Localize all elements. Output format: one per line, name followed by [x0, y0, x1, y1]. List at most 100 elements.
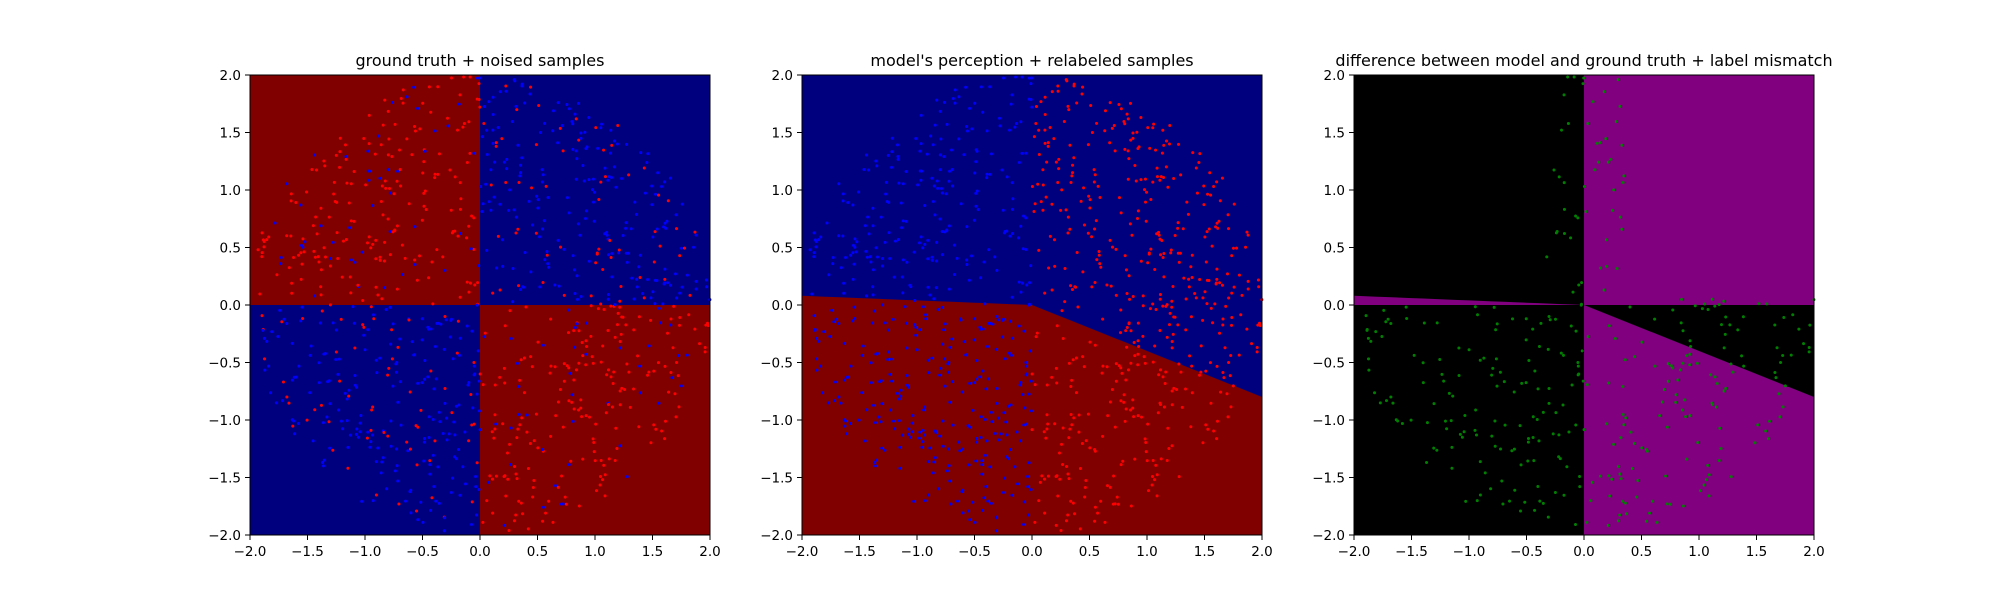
data-point [988, 172, 992, 176]
data-point [815, 368, 819, 372]
data-point [267, 235, 271, 239]
data-point [575, 322, 579, 326]
data-point [1167, 446, 1171, 450]
data-point [974, 459, 978, 463]
data-point [888, 256, 892, 260]
data-point [1141, 304, 1145, 308]
data-point [595, 252, 599, 256]
data-point [674, 213, 678, 217]
data-point [415, 509, 419, 513]
mismatch-region [1354, 295, 1584, 305]
data-point [299, 277, 303, 281]
data-point [1184, 328, 1188, 332]
data-point [875, 164, 879, 168]
data-point [315, 232, 319, 236]
data-point [1061, 463, 1065, 467]
x-tick-label: 1.0 [584, 544, 605, 560]
data-point [938, 434, 942, 438]
data-point [1212, 429, 1216, 433]
data-point [624, 226, 628, 230]
data-point [1581, 379, 1585, 383]
data-point [678, 254, 682, 258]
data-point [356, 283, 360, 287]
data-point [439, 322, 443, 326]
data-point [423, 377, 427, 381]
data-point [437, 501, 441, 505]
data-point [366, 149, 370, 153]
data-point [1552, 168, 1556, 172]
data-point [898, 445, 902, 449]
data-point [423, 437, 427, 441]
data-point [1558, 457, 1562, 461]
data-point [516, 227, 520, 231]
data-point [1125, 292, 1129, 296]
data-point [841, 199, 845, 203]
data-point [519, 163, 523, 167]
data-point [371, 499, 375, 503]
data-point [494, 422, 498, 426]
data-point [933, 456, 937, 460]
data-point [1060, 309, 1064, 313]
x-tick-label: 2.0 [1251, 544, 1272, 560]
data-point [627, 370, 631, 374]
data-point [944, 192, 948, 196]
data-point [1527, 437, 1531, 441]
data-point [332, 192, 336, 196]
data-point [1045, 383, 1049, 387]
data-point [396, 479, 400, 483]
data-point [989, 410, 993, 414]
data-point [1043, 511, 1047, 515]
data-point [274, 401, 278, 405]
data-point [517, 384, 521, 388]
data-point [1164, 165, 1168, 169]
data-point [821, 391, 825, 395]
data-point [475, 76, 479, 80]
data-point [290, 378, 294, 382]
panel-model-perception: model's perception + relabeled samples −… [760, 51, 1273, 560]
data-point [571, 122, 575, 126]
data-point [408, 447, 412, 451]
data-point [1098, 262, 1102, 266]
data-point [601, 344, 605, 348]
data-point [1582, 76, 1586, 80]
data-point [1674, 393, 1678, 397]
data-point [338, 150, 342, 154]
data-point [610, 405, 614, 409]
data-point [662, 282, 666, 286]
data-point [1002, 76, 1006, 80]
data-point [604, 411, 608, 415]
data-point [1589, 499, 1593, 503]
data-point [1168, 123, 1172, 127]
data-point [1026, 474, 1030, 478]
data-point [541, 505, 545, 509]
data-point [974, 160, 978, 164]
data-point [1462, 430, 1466, 434]
data-point [491, 95, 495, 99]
data-point [817, 339, 821, 343]
data-point [610, 252, 614, 256]
data-point [1086, 143, 1090, 147]
data-point [922, 408, 926, 412]
data-point [489, 168, 493, 172]
data-point [1093, 281, 1097, 285]
data-point [455, 351, 459, 355]
data-point [663, 364, 667, 368]
data-point [1088, 340, 1092, 344]
data-point [1400, 422, 1404, 426]
data-point [1017, 236, 1021, 240]
data-point [386, 109, 390, 113]
data-point [456, 234, 460, 238]
data-point [637, 265, 641, 269]
data-point [433, 129, 437, 133]
data-point [1623, 358, 1627, 362]
data-point [1531, 415, 1535, 419]
data-point [433, 345, 437, 349]
data-point [916, 183, 920, 187]
data-point [478, 372, 482, 376]
data-point [868, 255, 872, 259]
data-point [638, 364, 642, 368]
data-point [1001, 490, 1005, 494]
data-point [953, 88, 957, 92]
data-point [1077, 430, 1081, 434]
data-point [287, 266, 291, 270]
